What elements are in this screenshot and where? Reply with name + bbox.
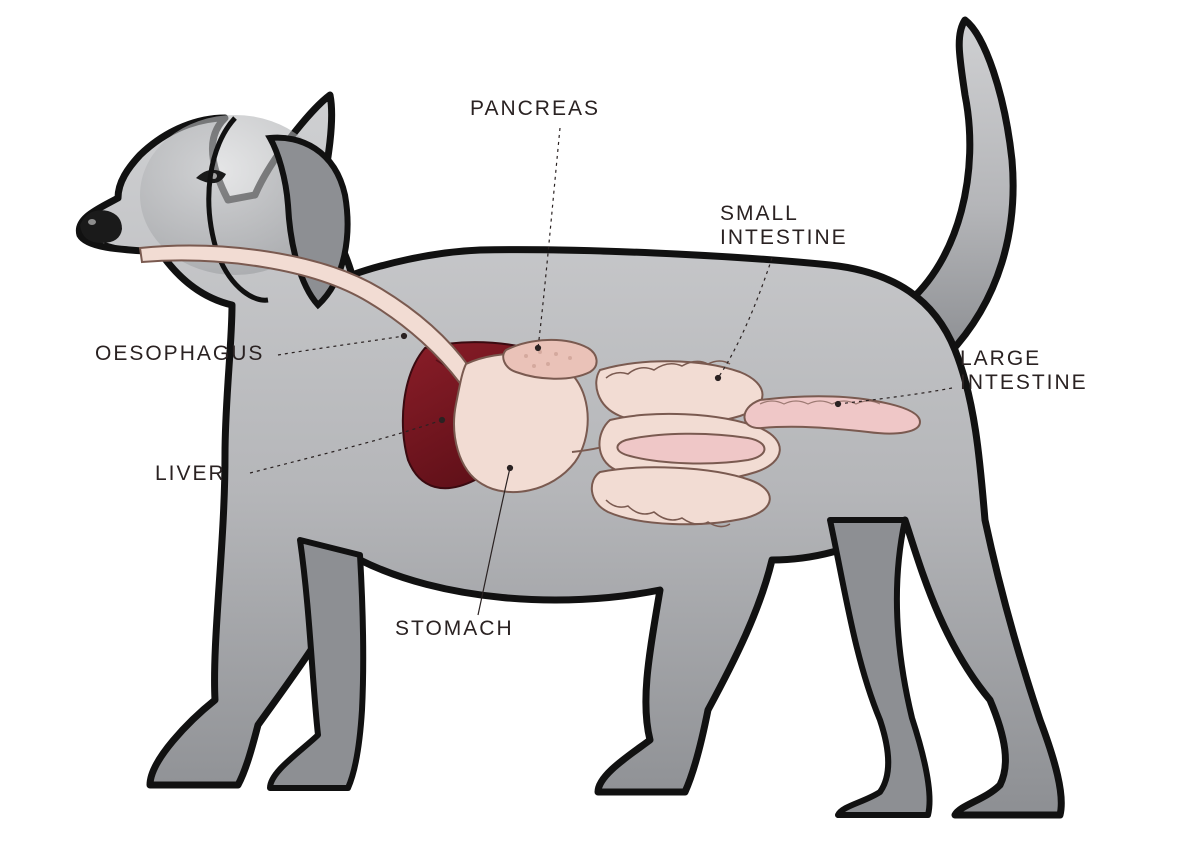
label-small-intestine: SMALL INTESTINE [720,202,848,249]
label-large-intestine: LARGE INTESTINE [960,347,1088,394]
dog-digestive-diagram: PANCREAS SMALL INTESTINE LARGE INTESTINE… [0,0,1200,848]
label-oesophagus: OESOPHAGUS [95,342,264,365]
label-pancreas: PANCREAS [470,97,600,120]
dog-hind-leg-far [830,520,930,815]
organ-pancreas [503,340,596,379]
label-stomach: STOMACH [395,617,514,640]
label-liver: LIVER [155,462,226,485]
